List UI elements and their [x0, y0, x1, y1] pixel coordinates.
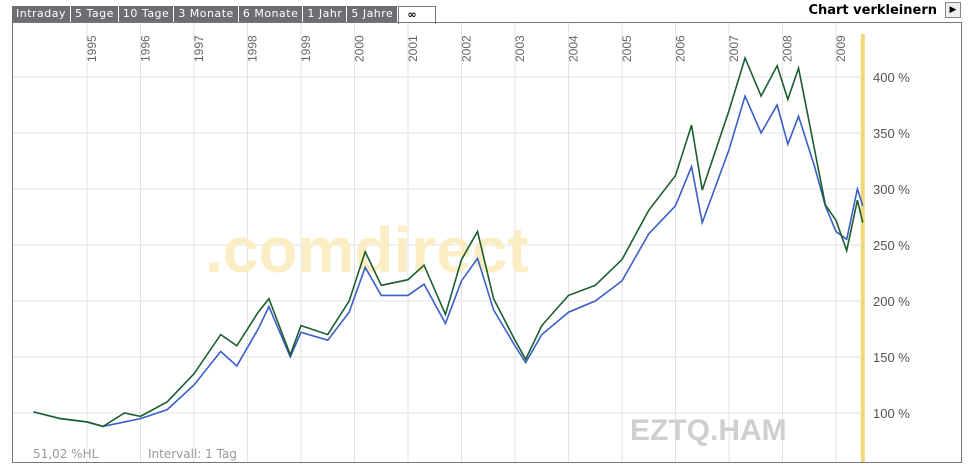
y-tick-label: 350 %: [873, 126, 910, 141]
shrink-label[interactable]: Chart verkleinern: [808, 2, 937, 18]
range-tabs: Intraday 5 Tage 10 Tage 3 Monate 6 Monate 1 J…: [12, 6, 436, 24]
x-tick-label: 2001: [406, 35, 420, 62]
watermark: .comdirect: [205, 214, 529, 286]
series-line-1: [33, 93, 864, 428]
play-arrow-icon[interactable]: ▶: [945, 2, 961, 18]
y-tick-label: 200 %: [873, 294, 910, 309]
x-tick-label: 2009: [834, 35, 848, 62]
chart-frame: [12, 22, 962, 463]
x-tick-label: 2000: [353, 35, 367, 62]
x-tick-label: 1998: [246, 35, 260, 62]
x-tick-label: 1997: [192, 35, 206, 62]
tab-0[interactable]: Intraday: [12, 6, 72, 22]
x-tick-label: 2005: [620, 35, 634, 62]
x-tick-label: 2002: [460, 35, 474, 62]
x-tick-label: 2006: [674, 35, 688, 62]
series-line-0: [33, 55, 864, 428]
tab-2[interactable]: 10 Tage: [118, 6, 175, 22]
symbol-watermark: EZTQ.HAM: [630, 414, 787, 447]
hl-label: 51,02 %HL: [33, 447, 99, 461]
tab-4[interactable]: 6 Monate: [238, 6, 304, 22]
x-tick-label: 1995: [85, 35, 99, 62]
y-tick-label: 250 %: [873, 238, 910, 253]
y-tick-label: 300 %: [873, 182, 910, 197]
y-tick-label: 150 %: [873, 350, 910, 365]
tab-7[interactable]: ∞: [398, 6, 436, 24]
tab-1[interactable]: 5 Tage: [71, 6, 119, 22]
tab-6[interactable]: 5 Jahre: [347, 6, 399, 22]
x-tick-label: 2004: [567, 35, 581, 62]
x-tick-label: 2008: [781, 35, 795, 62]
y-tick-label: 400 %: [873, 70, 910, 85]
x-tick-label: 2007: [727, 35, 741, 62]
chart-shrink[interactable]: Chart verkleinern ▶: [808, 2, 961, 18]
interval-label: Intervall: 1 Tag: [148, 447, 237, 461]
x-tick-label: 1996: [139, 35, 153, 62]
x-tick-label: 1999: [299, 35, 313, 62]
tab-3[interactable]: 3 Monate: [174, 6, 239, 22]
y-tick-label: 100 %: [873, 406, 910, 421]
x-tick-label: 2003: [513, 35, 527, 62]
tab-5[interactable]: 1 Jahr: [303, 6, 348, 22]
